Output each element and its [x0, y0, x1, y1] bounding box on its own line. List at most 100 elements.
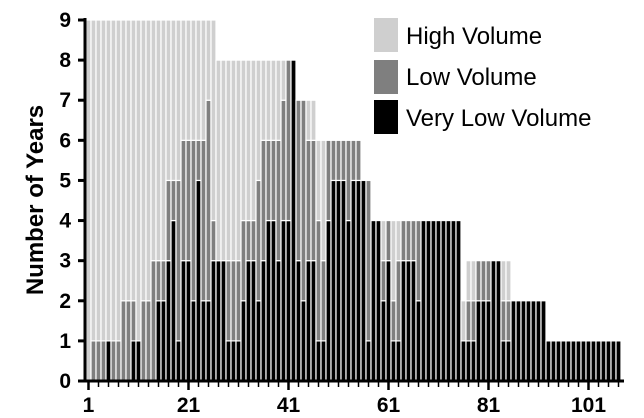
legend-label-very-low-volume: Very Low Volume [406, 105, 591, 132]
bar-segment [380, 260, 387, 302]
bar-segment [100, 19, 107, 342]
bar-segment [265, 139, 272, 222]
bar-segment [390, 219, 397, 302]
bar-segment [480, 300, 487, 382]
bar-segment [120, 19, 127, 302]
bar-segment [410, 260, 417, 382]
bar-segment [385, 260, 392, 382]
bar-segment [440, 219, 447, 382]
bar-segment [495, 260, 502, 382]
bar-segment [585, 340, 592, 382]
bar-segment [390, 300, 397, 342]
bar-segment [360, 179, 367, 382]
bar-segment [310, 260, 317, 382]
bar-segment [285, 59, 292, 222]
bar-layer [85, 19, 622, 382]
bar-segment [185, 260, 192, 382]
bar-segment [280, 99, 287, 222]
bar-segment [200, 139, 207, 302]
bar-segment [135, 19, 142, 342]
bar-segment [570, 340, 577, 382]
bar-segment [380, 300, 387, 382]
legend-swatch-very-low-volume [374, 100, 398, 134]
bar-segment [295, 260, 302, 382]
bar-segment [240, 300, 247, 382]
bar-segment [380, 219, 387, 262]
bar-segment [145, 19, 152, 302]
y-tick-label: 3 [59, 250, 71, 273]
bar-segment [485, 260, 492, 302]
bar-segment [230, 260, 237, 342]
bar-segment [260, 260, 267, 382]
bar-segment [115, 340, 122, 382]
bar-segment [275, 59, 282, 141]
bar-segment [145, 300, 152, 382]
x-tick-label: 1 [83, 394, 95, 417]
bar-segment [400, 219, 407, 262]
bar-segment [230, 340, 237, 382]
bar-segment [150, 19, 157, 262]
bar-segment [555, 340, 562, 382]
bar-segment [390, 340, 397, 382]
bar-segment [540, 300, 547, 382]
y-tick-label: 4 [59, 210, 71, 233]
bar-segment [115, 19, 122, 342]
bar-segment [225, 59, 232, 262]
bar-segment [490, 260, 497, 382]
bar-segment [110, 340, 117, 382]
y-tick-label: 1 [59, 330, 71, 353]
bar-segment [210, 219, 217, 262]
bar-segment [165, 179, 172, 262]
bar-segment [215, 260, 222, 382]
bar-segment [375, 219, 382, 382]
bar-segment [470, 340, 477, 382]
bar-segment [615, 340, 622, 382]
bar-segment [535, 300, 542, 382]
bar-segment [340, 179, 347, 382]
bar-segment [560, 340, 567, 382]
bar-segment [485, 300, 492, 382]
bar-segment [175, 179, 182, 342]
bar-segment [235, 340, 242, 382]
bar-segment [395, 219, 402, 262]
bar-segment [500, 340, 507, 382]
bar-segment [185, 19, 192, 141]
bar-segment [310, 99, 317, 141]
bar-segment [345, 219, 352, 382]
bar-segment [120, 300, 127, 382]
bar-segment [610, 340, 617, 382]
bar-segment [530, 300, 537, 382]
bar-segment [200, 300, 207, 382]
bar-segment [190, 19, 197, 141]
bar-segment [135, 340, 142, 382]
bar-segment [160, 300, 167, 382]
bar-segment [315, 340, 322, 382]
bar-segment [245, 260, 252, 382]
legend-item-high-volume: High Volume [374, 18, 542, 52]
bar-segment [240, 219, 247, 302]
bar-segment [580, 340, 587, 382]
y-tick-label: 6 [59, 129, 71, 152]
bar-segment [395, 260, 402, 342]
y-tick-label: 5 [59, 169, 71, 192]
bar-segment [195, 179, 202, 382]
bar-segment [505, 300, 512, 342]
bar-segment [180, 19, 187, 141]
bar-segment [590, 340, 597, 382]
bar-segment [465, 300, 472, 342]
bar-segment [350, 179, 357, 382]
bar-segment [300, 99, 307, 302]
bar-segment [235, 260, 242, 342]
bar-segment [470, 300, 477, 342]
bar-segment [330, 179, 337, 382]
legend-item-very-low-volume: Very Low Volume [374, 100, 591, 134]
bar-segment [420, 219, 427, 382]
bar-segment [190, 300, 197, 382]
bar-segment [195, 19, 202, 141]
y-tick-label: 0 [59, 370, 71, 393]
bar-segment [525, 300, 532, 382]
bar-segment [470, 260, 477, 302]
bar-segment [475, 260, 482, 302]
bar-segment [545, 340, 552, 382]
bar-segment [250, 219, 257, 262]
